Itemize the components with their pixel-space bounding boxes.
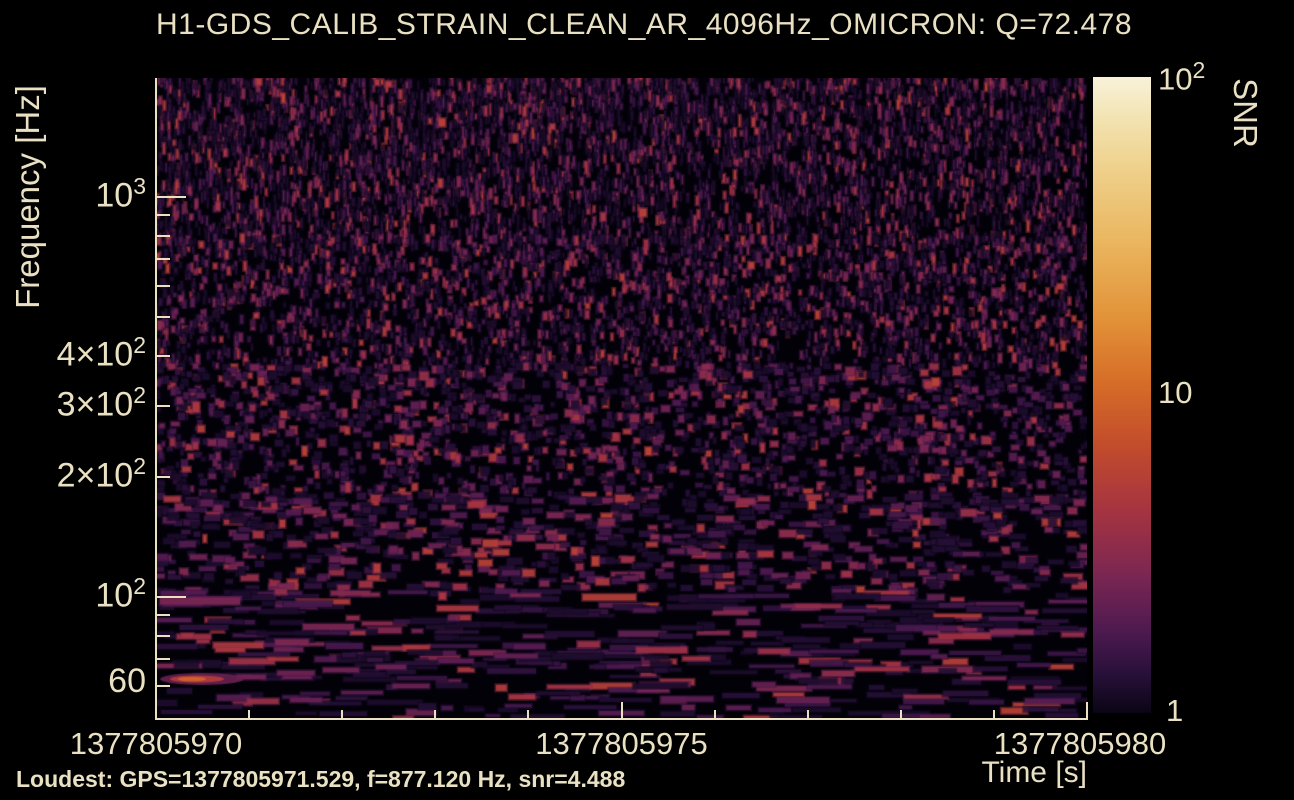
chart-title: H1-GDS_CALIB_STRAIN_CLEAN_AR_4096Hz_OMIC… bbox=[156, 8, 1133, 41]
x-minor-tick bbox=[248, 710, 251, 719]
spectrogram-canvas[interactable] bbox=[156, 78, 1087, 719]
y-minor-tick bbox=[156, 634, 170, 637]
x-axis-line bbox=[155, 718, 1088, 720]
colorbar-tick-label: 1 bbox=[1166, 693, 1184, 728]
y-tick bbox=[156, 405, 170, 408]
x-tick bbox=[620, 702, 623, 719]
x-tick bbox=[155, 702, 157, 719]
x-tick-label: 1377805975 bbox=[535, 726, 708, 761]
y-minor-tick bbox=[156, 316, 170, 319]
y-minor-tick bbox=[156, 614, 170, 617]
y-minor-tick bbox=[156, 657, 170, 660]
y-minor-tick bbox=[156, 257, 170, 260]
x-axis-title: Time [s] bbox=[981, 756, 1087, 789]
y-tick-label: 60 bbox=[108, 661, 146, 700]
y-tick bbox=[156, 475, 170, 478]
y-tick bbox=[156, 355, 170, 358]
y-axis-line bbox=[155, 78, 157, 719]
loudest-summary: Loudest: GPS=1377805971.529, f=877.120 H… bbox=[16, 766, 626, 792]
x-minor-tick bbox=[899, 710, 902, 719]
y-tick bbox=[156, 684, 170, 687]
x-tick-label: 1377805980 bbox=[993, 726, 1167, 761]
y-tick-label: 103 bbox=[95, 173, 146, 215]
y-tick bbox=[156, 596, 186, 598]
x-minor-tick bbox=[341, 710, 344, 719]
colorbar-tick-label: 10 bbox=[1158, 375, 1193, 410]
y-tick-label: 4×102 bbox=[56, 332, 146, 374]
x-tick-label: 1377805970 bbox=[69, 726, 243, 761]
y-minor-tick bbox=[156, 214, 170, 217]
x-minor-tick bbox=[806, 710, 809, 719]
y-tick-label: 102 bbox=[95, 573, 146, 615]
y-tick bbox=[156, 196, 186, 198]
y-tick-label: 2×102 bbox=[56, 452, 146, 494]
colorbar-tick-label: 102 bbox=[1158, 57, 1206, 97]
y-tick-label: 3×102 bbox=[56, 382, 146, 424]
x-minor-tick bbox=[713, 710, 716, 719]
y-minor-tick bbox=[156, 284, 170, 287]
x-minor-tick bbox=[527, 710, 530, 719]
x-minor-tick bbox=[434, 710, 437, 719]
colorbar bbox=[1093, 77, 1151, 713]
colorbar-axis-title: SNR bbox=[1227, 78, 1264, 148]
x-minor-tick bbox=[992, 710, 995, 719]
x-tick bbox=[1086, 702, 1088, 719]
y-minor-tick bbox=[156, 234, 170, 237]
